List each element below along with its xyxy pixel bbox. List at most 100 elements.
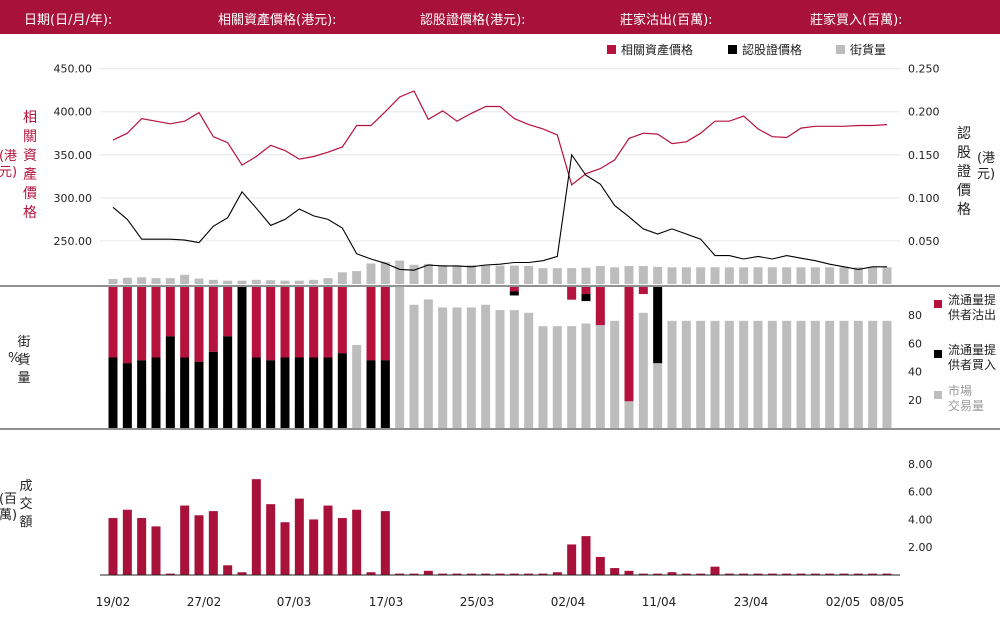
market-volume-bar-28 [509, 310, 519, 428]
market-volume-bar-52 [853, 320, 863, 428]
flow-legend-swatch-0 [934, 300, 942, 308]
market-volume-bar-48 [796, 320, 806, 428]
market-volume-bar-51 [839, 320, 849, 428]
outstanding-bar-38 [653, 266, 663, 284]
outstanding-bar-21 [409, 264, 419, 284]
outstanding-bar-1 [122, 277, 132, 284]
warrant-price-label: 認股證價格(港元): [420, 13, 526, 28]
outstanding-bar-43 [724, 267, 734, 284]
market-volume-bar-26 [481, 304, 491, 428]
outstanding-bar-46 [767, 267, 777, 284]
turnover-bar-5 [180, 505, 190, 575]
outstanding-bar-15 [323, 278, 333, 284]
outstanding-bar-26 [481, 264, 491, 284]
turnover-bar-3 [151, 526, 161, 575]
turnover-bar-36 [624, 570, 634, 575]
mm-buy-label: 莊家買入(百萬): [810, 13, 903, 28]
market-volume-bar-23 [438, 307, 448, 428]
outstanding-bar-53 [868, 267, 878, 284]
outstanding-bar-41 [696, 267, 706, 284]
pct-tick-label-0: 80 [908, 309, 922, 322]
market-volume-bar-21 [409, 304, 419, 428]
outstanding-bar-2 [137, 277, 147, 284]
right-axis-label-3: 價 [957, 182, 971, 199]
outstanding-bar-22 [423, 263, 433, 284]
lp-sell-bar-13 [294, 287, 304, 358]
lp-buy-bar-10 [251, 357, 261, 428]
x-tick-label-8: 02/05 [826, 595, 861, 609]
lp-buy-bar-0 [108, 357, 118, 428]
outstanding-axis-label-0: 街 [17, 335, 30, 350]
turnover-bar-43 [724, 573, 734, 575]
market-volume-bar-40 [681, 320, 691, 428]
legend-swatch-0 [607, 45, 616, 54]
turnover-bar-20 [395, 573, 405, 575]
turnover-bar-7 [208, 511, 218, 575]
underlying-price-label: 相關資產價格(港元): [218, 13, 337, 28]
lp-sell-bar-7 [208, 287, 218, 352]
market-volume-bar-54 [882, 320, 892, 428]
outstanding-bar-0 [108, 278, 118, 284]
lp-sell-bar-11 [266, 287, 276, 361]
market-volume-bar-41 [696, 320, 706, 428]
header-bar: 日期(日/月/年): 相關資產價格(港元): 認股證價格(港元): 莊家沽出(百… [0, 0, 1000, 34]
outstanding-axis-label-1: 貨 [17, 352, 30, 368]
lp-buy-bar-38 [653, 287, 663, 364]
outstanding-bar-32 [567, 268, 577, 284]
market-volume-bar-24 [452, 307, 462, 428]
lp-buy-bar-14 [309, 357, 319, 428]
left-tick-label-3: 300.00 [54, 192, 93, 205]
outstanding-bar-10 [251, 279, 261, 284]
outstanding-bar-39 [667, 267, 677, 284]
turnover-bar-29 [524, 573, 534, 575]
market-volume-bar-25 [466, 307, 476, 428]
lp-sell-bar-37 [638, 287, 648, 295]
right-tick-label-1: 0.200 [908, 106, 940, 119]
lp-sell-bar-36 [624, 287, 634, 402]
lp-sell-bar-0 [108, 287, 118, 358]
volume-tick-label-2: 4.00 [908, 513, 933, 526]
left-axis-unit-0: (港 [0, 149, 17, 164]
outstanding-bar-31 [552, 268, 562, 284]
lp-buy-bar-9 [237, 287, 247, 428]
outstanding-bar-33 [581, 267, 591, 284]
volume-unit-label-1: 萬) [0, 508, 17, 523]
turnover-bar-41 [696, 573, 706, 575]
market-volume-bar-30 [538, 326, 548, 428]
turnover-bar-4 [165, 573, 175, 575]
lp-buy-bar-11 [266, 360, 276, 428]
turnover-bar-45 [753, 573, 763, 575]
lp-buy-bar-12 [280, 357, 290, 428]
lp-sell-bar-2 [137, 287, 147, 361]
market-volume-bar-29 [524, 312, 534, 428]
left-axis-label-4: 價 [23, 185, 37, 202]
market-volume-bar-33 [581, 323, 591, 428]
lp-sell-bar-1 [122, 287, 132, 364]
outstanding-bar-49 [810, 267, 820, 284]
right-axis-label-0: 認 [957, 126, 971, 142]
market-volume-bar-37 [638, 312, 648, 428]
left-tick-label-1: 400.00 [54, 106, 93, 119]
flow-legend-label-2-0: 市場 [948, 383, 972, 398]
lp-buy-bar-4 [165, 336, 175, 428]
lp-sell-bar-33 [581, 287, 591, 295]
mm-sell-label: 莊家沽出(百萬): [620, 13, 713, 28]
right-tick-label-0: 0.250 [908, 63, 940, 76]
turnover-bar-31 [552, 572, 562, 575]
legend-label-2: 街貨量 [850, 42, 886, 57]
lp-buy-bar-15 [323, 357, 333, 428]
turnover-bar-26 [481, 573, 491, 575]
turnover-bar-21 [409, 573, 419, 575]
outstanding-bar-19 [380, 262, 390, 284]
market-volume-bar-22 [423, 299, 433, 428]
turnover-bar-46 [767, 573, 777, 575]
volume-axis-label-0: 成 [19, 479, 32, 494]
market-volume-bar-53 [868, 320, 878, 428]
left-axis-label-0: 相 [23, 110, 37, 126]
volume-tick-label-1: 6.00 [908, 486, 933, 499]
outstanding-bar-29 [524, 266, 534, 284]
turnover-bar-24 [452, 573, 462, 575]
left-axis-label-5: 格 [23, 205, 37, 221]
turnover-bar-17 [352, 509, 362, 575]
right-axis-unit-0: (港 [977, 151, 995, 166]
